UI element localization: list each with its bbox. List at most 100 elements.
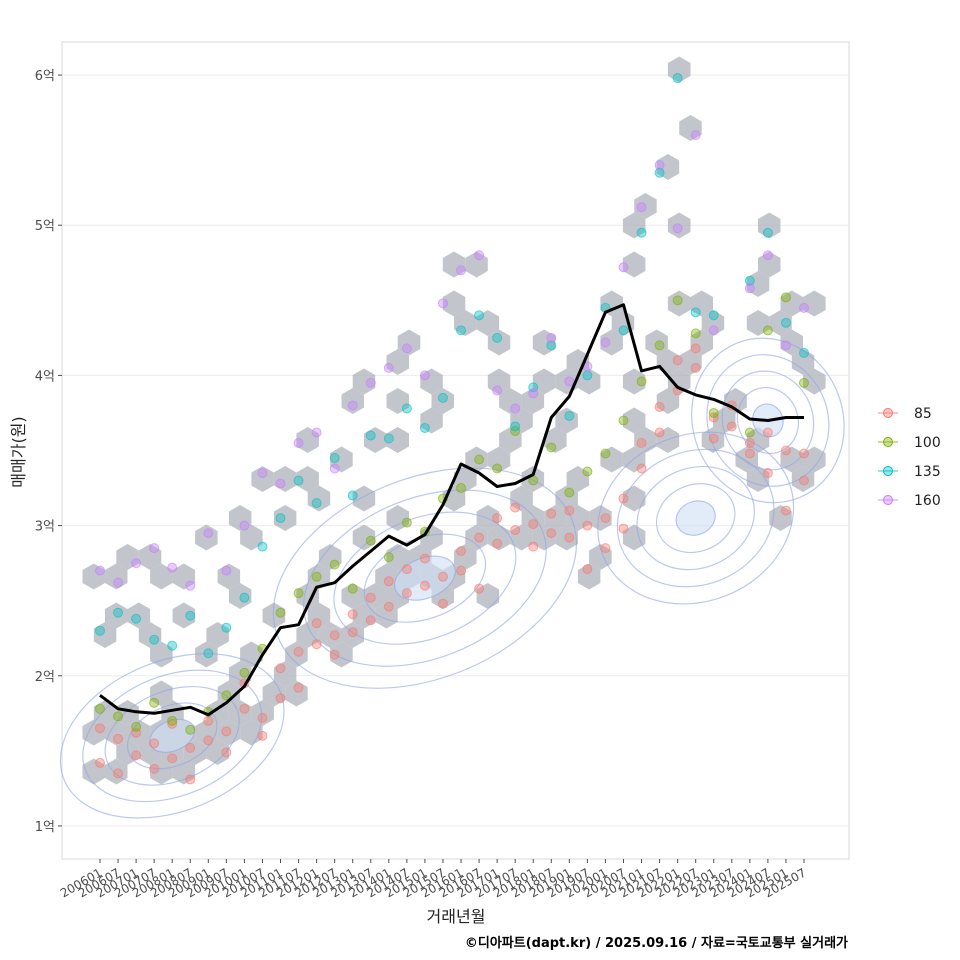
hex-bin: [589, 544, 612, 570]
scatter-point-85: [329, 630, 340, 641]
hex-bin: [93, 622, 117, 648]
scatter-point-135: [275, 513, 286, 524]
hex-bin: [240, 719, 263, 746]
hex-bin: [183, 739, 207, 765]
scatter-point-85: [564, 505, 575, 516]
hex-bin: [105, 602, 128, 629]
scatter-point-85: [113, 733, 124, 744]
scatter-point-160: [149, 543, 160, 554]
hex-bin: [150, 641, 173, 668]
scatter-point-100: [131, 721, 142, 732]
scatter-point-100: [311, 571, 322, 582]
scatter-point-85: [636, 463, 647, 474]
scatter-point-100: [365, 535, 376, 546]
scatter-point-100: [690, 328, 701, 339]
hex-bin: [262, 680, 286, 707]
hex-bin: [622, 407, 646, 434]
scatter-point-135: [780, 317, 791, 328]
scatter-point-100: [708, 407, 719, 418]
scatter-point-135: [799, 347, 809, 358]
scatter-point-85: [401, 564, 412, 575]
hex-bin: [127, 719, 151, 746]
hex-bin: [341, 583, 364, 609]
scatter-point-135: [762, 227, 773, 238]
scatter-point-100: [636, 376, 647, 387]
scatter-point-85: [546, 508, 557, 519]
scatter-point-85: [744, 437, 755, 448]
hex-bin: [206, 622, 229, 648]
scatter-point-160: [347, 400, 358, 411]
scatter-point-85: [95, 723, 105, 734]
scatter-point-135: [221, 622, 232, 633]
scatter-point-85: [365, 615, 376, 626]
scatter-point-85: [347, 627, 358, 638]
hex-bin: [172, 602, 196, 629]
scatter-point-100: [167, 715, 178, 726]
scatter-point-85: [437, 598, 448, 609]
scatter-point-135: [744, 275, 755, 286]
scatter-point-85: [419, 580, 430, 591]
hex-bin: [589, 505, 612, 531]
scatter-point-160: [654, 160, 665, 171]
scatter-point-100: [275, 607, 286, 618]
y-axis-title: 매매가(원): [9, 416, 28, 487]
hex-bin: [690, 290, 713, 317]
hex-bin: [285, 641, 308, 668]
scatter-point-160: [383, 362, 394, 373]
scatter-point-135: [690, 307, 701, 318]
hex-bin: [228, 700, 252, 726]
hex-bin: [138, 622, 162, 648]
scatter-point-135: [149, 634, 160, 645]
scatter-point-100: [456, 483, 467, 494]
scatter-point-160: [799, 302, 809, 313]
scatter-point-85: [564, 532, 575, 543]
hex-bin: [622, 368, 646, 395]
scatter-point-135: [185, 610, 196, 621]
scatter-point-160: [636, 202, 647, 213]
scatter-point-85: [780, 445, 791, 456]
scatter-point-85: [456, 546, 467, 557]
scatter-point-135: [437, 392, 448, 403]
scatter-point-160: [257, 468, 268, 479]
scatter-point-85: [528, 541, 539, 552]
hex-bin: [352, 368, 376, 395]
scatter-point-160: [329, 463, 340, 474]
scatter-point-85: [311, 639, 322, 650]
scatter-point-85: [275, 693, 286, 704]
hex-bin: [296, 466, 319, 492]
hex-bin: [330, 641, 353, 668]
y-axis-ticks: 1억 2억 3억 4억 5억 6억: [35, 69, 62, 835]
scatter-point-160: [690, 130, 701, 141]
hex-bin: [273, 661, 297, 687]
scatter-point-135: [347, 490, 358, 501]
hex-bin: [791, 349, 815, 375]
scatter-point-85: [636, 437, 647, 448]
scatter-point-160: [474, 250, 485, 261]
hex-bin: [352, 485, 376, 512]
scatter-point-160: [275, 478, 286, 489]
density-contour: [675, 500, 716, 536]
scatter-point-85: [257, 712, 268, 723]
scatter-point-135: [329, 453, 340, 464]
y-tick-label: 3억: [35, 520, 55, 535]
hex-bin: [769, 505, 792, 531]
hex-bin: [780, 329, 803, 356]
scatter-point-85: [203, 715, 214, 726]
scatter-point-85: [311, 618, 322, 629]
density-contour: [363, 533, 487, 623]
hex-bin: [82, 719, 105, 746]
hex-bin: [195, 719, 218, 746]
scatter-point-85: [672, 355, 683, 366]
hex-bin: [352, 602, 376, 629]
hex-bin: [544, 427, 567, 453]
scatter-point-160: [203, 528, 214, 539]
hex-bin: [251, 466, 274, 492]
legend: 85 100 135 160: [878, 406, 941, 509]
hex-bin: [296, 583, 319, 609]
x-axis-ticks: 2006012006072007012007072008012008072009…: [58, 859, 809, 901]
scatter-point-85: [113, 768, 124, 779]
scatter-point-85: [600, 513, 611, 524]
scatter-point-135: [401, 403, 412, 414]
scatter-point-135: [383, 433, 394, 444]
hex-bin: [769, 310, 792, 336]
